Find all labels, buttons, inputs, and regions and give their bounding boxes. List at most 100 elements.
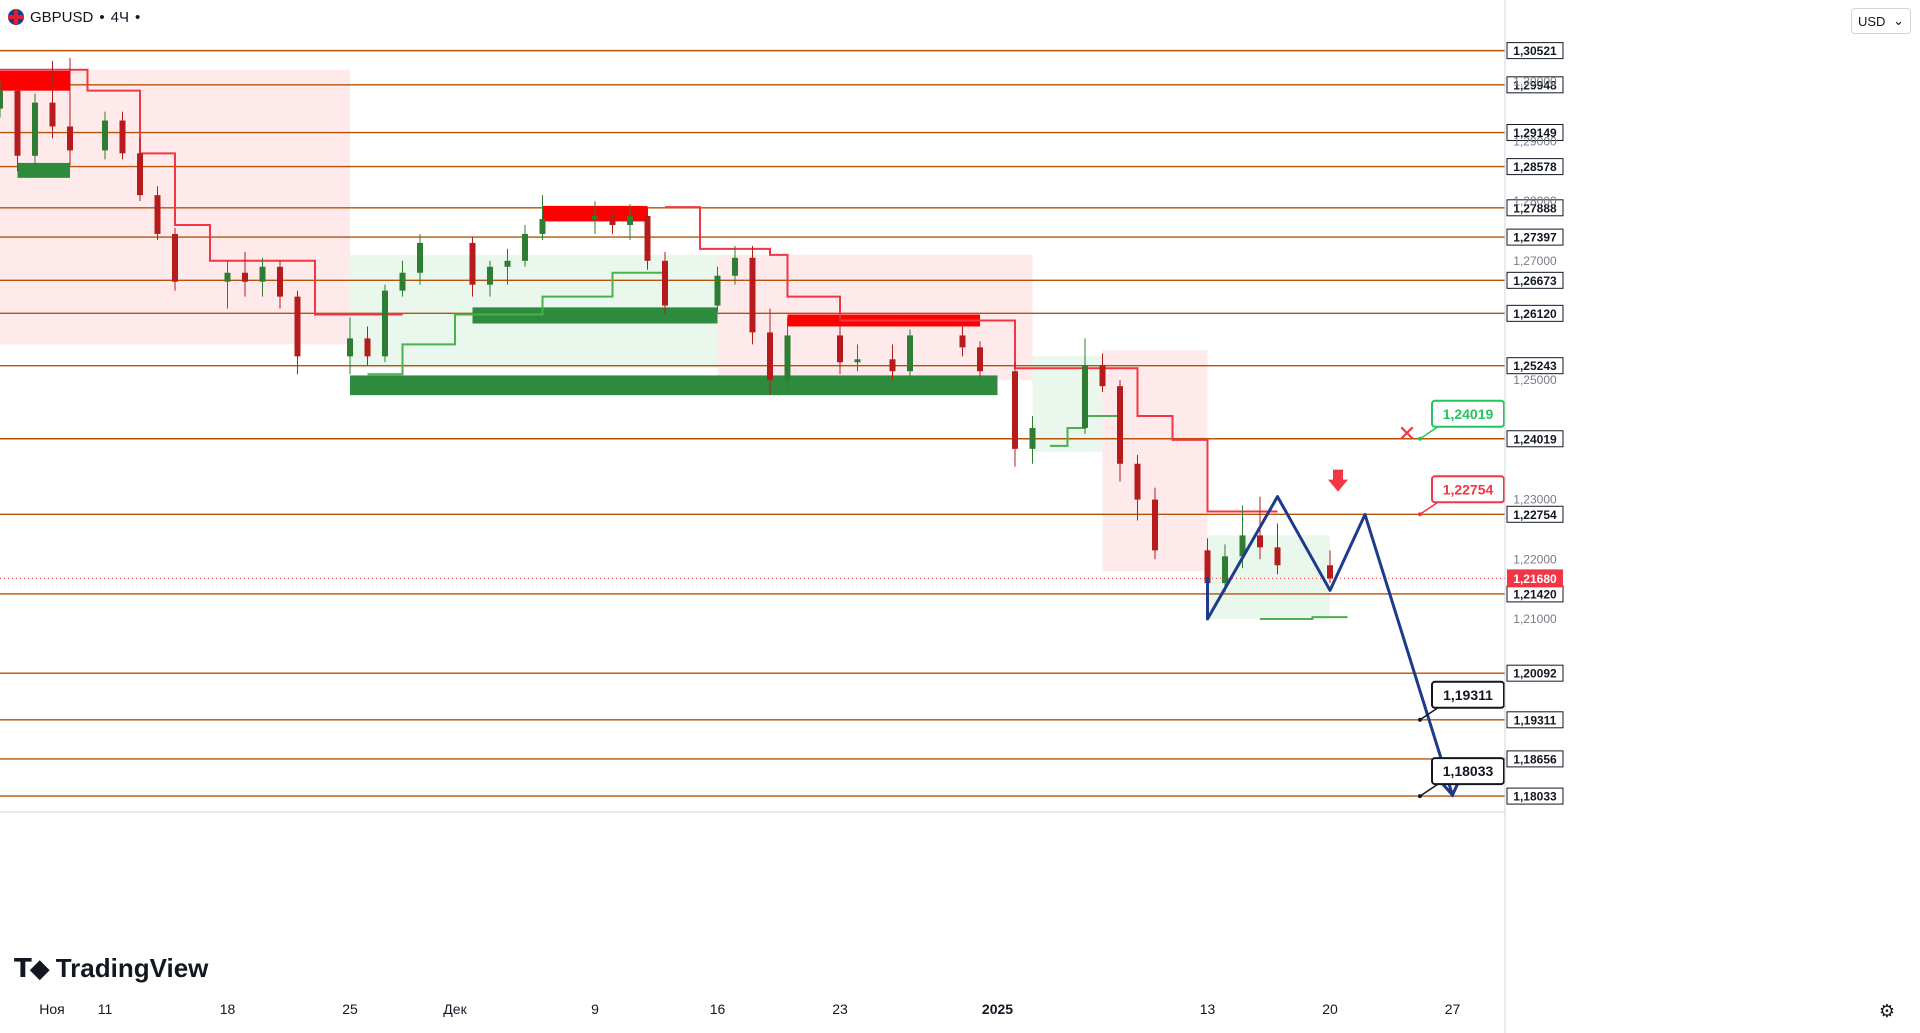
candle-body (364, 338, 371, 357)
candle-body (1204, 550, 1211, 584)
level-price-label: 1,18033 (1513, 790, 1557, 804)
candle-body (907, 335, 913, 372)
price-tick-label: 1,30000 (1513, 75, 1557, 89)
time-tick-label: 23 (832, 1001, 848, 1017)
currency-label: USD (1858, 13, 1886, 29)
level-price-box (1506, 42, 1564, 60)
price-tick-label: 1,29000 (1513, 134, 1557, 148)
callout-label: 1,19311 (1443, 687, 1493, 703)
time-tick-label: 25 (342, 1001, 358, 1017)
candle-body (1099, 365, 1106, 387)
level-price-box (1506, 158, 1564, 176)
zone-fills (0, 69, 1330, 619)
level-price-label: 1,26120 (1513, 307, 1557, 321)
supply-zone-0 (0, 70, 70, 91)
level-price-label: 1,30521 (1513, 44, 1557, 58)
demand-zone-1 (17, 162, 70, 178)
tradingview-logo[interactable]: T◆ TradingView (14, 953, 208, 984)
candle-body (382, 290, 388, 357)
price-tick-label: 1,23000 (1513, 493, 1557, 507)
candle-body (487, 266, 493, 285)
candle-body (102, 120, 108, 151)
candle-body (1239, 535, 1246, 557)
candle-body (49, 102, 56, 127)
stop-lines (0, 68, 1348, 620)
candle-body (1012, 371, 1018, 449)
level-price-label: 1,29149 (1513, 126, 1557, 140)
price-tick-label: 1,27000 (1513, 254, 1557, 268)
candle-body (749, 257, 756, 333)
callouts: 1,24019 ✕ 1,22754 1,19311 1,18033 (1328, 399, 1505, 799)
currency-selector[interactable]: USD ⌄ (1851, 8, 1911, 34)
candle-body (1029, 427, 1036, 449)
level-price-label: 1,19311 (1514, 713, 1557, 727)
candle-body (469, 242, 476, 285)
projection-line (1206, 495, 1454, 796)
candle-body (1134, 463, 1141, 500)
brand-name: TradingView (55, 953, 209, 983)
price-axis[interactable]: 1,30521 1,29948 1,29149 1,28578 1,27888 1,273… (1504, 0, 1564, 1033)
level-price-box (1506, 357, 1564, 375)
callout-label: 1,22754 (1443, 481, 1494, 497)
level-price-label: 1,24019 (1513, 432, 1557, 446)
level-price-label: 1,28578 (1513, 160, 1557, 174)
time-tick-label: Ноя (39, 1001, 64, 1017)
time-tick-label: Дек (443, 1001, 467, 1017)
settings-gear-icon[interactable]: ⚙ (1878, 1000, 1896, 1021)
candle-body (889, 359, 896, 372)
cross-icon: ✕ (1398, 422, 1416, 447)
candle-body (837, 335, 843, 363)
level-price-label: 1,25243 (1513, 359, 1557, 373)
callout-box (1431, 399, 1505, 428)
candle-body (277, 266, 283, 297)
candle-body (1117, 386, 1123, 464)
candle-body (592, 216, 598, 220)
time-tick-label: 13 (1200, 1001, 1216, 1017)
candle-body (119, 120, 126, 154)
time-tick-label: 18 (220, 1001, 236, 1017)
candle-body (784, 335, 791, 381)
candle-body (242, 272, 248, 282)
candles (0, 57, 1333, 619)
level-price-box (1506, 124, 1564, 142)
level-price-box (1506, 228, 1564, 246)
time-axis[interactable]: Ноя 11 18 25 Дек 9 16 23 2025 13 20 27 (0, 811, 1505, 1017)
level-price-label: 1,29948 (1513, 78, 1557, 92)
level-price-box (1506, 199, 1564, 217)
arrow-down-icon (1328, 469, 1348, 492)
candle-body (14, 90, 21, 156)
level-price-label: 1,27888 (1513, 201, 1557, 215)
level-price-box (1506, 430, 1564, 448)
candle-body (32, 102, 38, 156)
callout-box (1431, 680, 1505, 709)
price-tick-label: 1,28000 (1513, 194, 1557, 208)
candle-body (224, 272, 231, 282)
time-tick-label: 20 (1322, 1001, 1338, 1017)
gbpusd-flag-icon (8, 9, 24, 25)
candle-body (522, 233, 528, 261)
candle-body (732, 257, 738, 276)
timeframe-label[interactable]: 4Ч (110, 8, 129, 26)
current-price-box (1507, 569, 1563, 588)
level-price-box (1506, 76, 1564, 94)
candle-body (977, 347, 983, 372)
symbol-name: GBPUSD (30, 8, 94, 26)
level-price-label: 1,22754 (1513, 508, 1557, 522)
candle-body (399, 272, 406, 291)
candle-body (644, 216, 651, 261)
candle-body (662, 260, 668, 306)
price-tick-label: 1,25000 (1513, 373, 1557, 387)
candle-body (767, 332, 773, 381)
header-separator-2: • (134, 8, 141, 26)
level-price-label: 1,21420 (1513, 587, 1557, 601)
symbol-header[interactable]: GBPUSD • 4Ч • (8, 6, 140, 28)
level-price-label: 1,20092 (1513, 667, 1557, 681)
price-tick-label: 1,21000 (1513, 612, 1557, 626)
time-tick-label: 9 (591, 1001, 599, 1017)
level-price-box (1506, 304, 1564, 322)
level-price-box (1506, 505, 1564, 523)
price-tick-label: 1,22000 (1513, 552, 1557, 566)
stop-line-1 (665, 206, 1278, 513)
stop-line-3 (1050, 415, 1120, 447)
